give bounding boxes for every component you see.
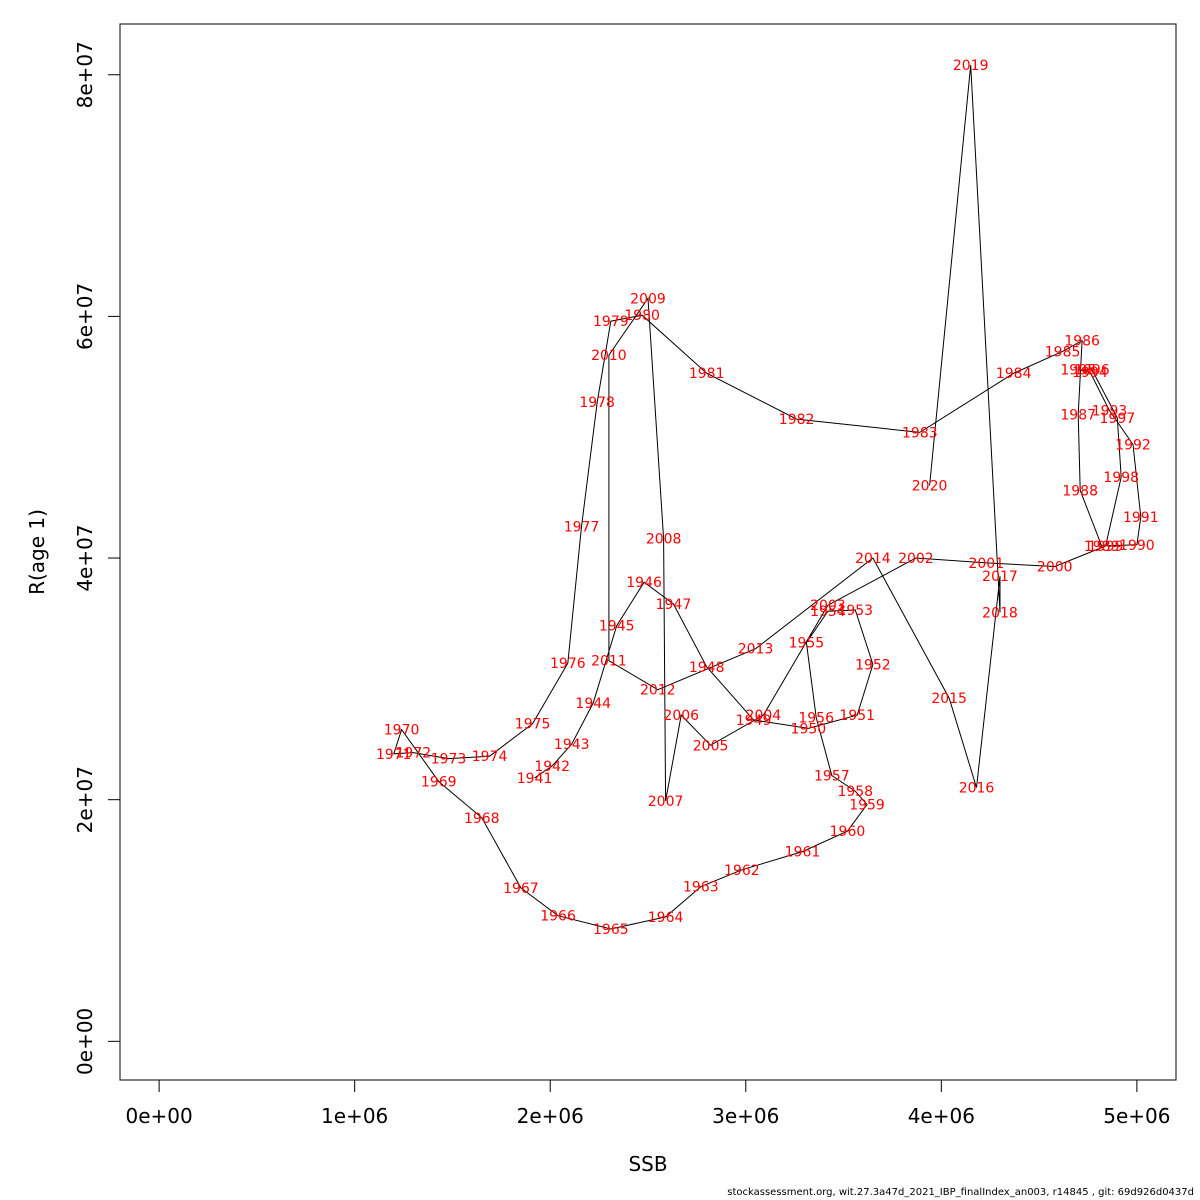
year-label-2007: 2007 [648,794,684,810]
year-label-1953: 1953 [837,603,873,619]
x-tick-label: 2e+06 [517,1104,584,1128]
year-label-1972: 1972 [396,746,432,762]
footer-source-text: stockassessment.org, wit.27.3a47d_2021_I… [727,1187,1194,1198]
year-label-1987: 1987 [1060,407,1096,423]
year-label-2000: 2000 [1037,559,1073,575]
y-axis: 0e+00 2e+07 4e+07 6e+07 8e+07 [73,41,121,1075]
year-label-2019: 2019 [953,58,989,74]
year-label-2018: 2018 [982,605,1018,621]
year-label-2013: 2013 [738,642,774,658]
year-label-1954: 1954 [810,604,846,620]
year-label-1978: 1978 [579,395,615,411]
year-label-1985: 1985 [1045,344,1081,360]
year-label-1984: 1984 [996,366,1032,382]
year-label-2008: 2008 [646,532,682,548]
year-label-1977: 1977 [564,520,600,536]
year-label-2004: 2004 [746,708,782,724]
year-label-1968: 1968 [464,811,500,827]
stock-recruitment-trajectory-line [393,65,1142,930]
year-label-1996: 1996 [1074,363,1110,379]
year-label-2011: 2011 [591,654,627,670]
x-tick-label: 5e+06 [1103,1104,1170,1128]
x-axis-title: SSB [628,1152,667,1176]
year-label-1952: 1952 [855,657,891,673]
year-label-1973: 1973 [431,752,467,768]
year-label-1959: 1959 [849,798,885,814]
y-tick-label: 8e+07 [73,41,97,108]
year-label-1970: 1970 [384,723,420,739]
year-label-1962: 1962 [724,863,760,879]
year-label-1967: 1967 [503,881,539,897]
year-label-1993: 1993 [1092,404,1128,420]
year-label-1951: 1951 [839,708,875,724]
year-label-1950: 1950 [791,721,827,737]
year-label-1974: 1974 [472,749,508,765]
year-label-1982: 1982 [779,412,815,428]
year-label-1956: 1956 [798,711,834,727]
year-label-2002: 2002 [898,551,934,567]
year-label-1966: 1966 [540,909,576,925]
x-tick-label: 0e+00 [125,1104,192,1128]
year-label-1964: 1964 [648,910,684,926]
year-label-2012: 2012 [640,683,676,699]
year-label-1981: 1981 [689,366,725,382]
year-label-1994: 1994 [1072,365,1108,381]
year-label-1942: 1942 [534,759,570,775]
year-label-1946: 1946 [626,575,662,591]
year-label-2017: 2017 [982,569,1018,585]
year-label-1997: 1997 [1100,411,1136,427]
year-label-1986: 1986 [1064,334,1100,350]
year-label-1990: 1990 [1119,538,1155,554]
year-label-1943: 1943 [554,737,590,753]
year-label-1947: 1947 [656,597,692,613]
y-tick-label: 6e+07 [73,283,97,350]
x-axis: 0e+00 1e+06 2e+06 3e+06 4e+06 5e+06 [125,1079,1171,1128]
year-label-2001: 2001 [968,556,1004,572]
year-label-1945: 1945 [599,619,635,635]
year-label-1971: 1971 [376,747,412,763]
year-label-2015: 2015 [931,691,967,707]
year-label-1941: 1941 [517,771,553,787]
year-label-1969: 1969 [421,775,457,791]
year-label-1980: 1980 [624,308,660,324]
year-label-2016: 2016 [959,781,995,797]
year-label-2010: 2010 [591,348,627,364]
year-label-1975: 1975 [515,717,551,733]
year-label-1955: 1955 [789,636,825,652]
year-label-1979: 1979 [593,314,629,330]
year-label-1988: 1988 [1062,483,1098,499]
year-label-1961: 1961 [785,845,821,861]
year-label-1958: 1958 [837,784,873,800]
year-label-1976: 1976 [550,656,586,672]
x-tick-label: 4e+06 [908,1104,975,1128]
year-label-2014: 2014 [855,551,891,567]
y-tick-label: 0e+00 [73,1008,97,1075]
y-tick-label: 4e+07 [73,524,97,591]
y-axis-title: R(age 1) [25,509,49,595]
year-label-1992: 1992 [1115,437,1151,453]
year-label-1999: 1999 [1088,539,1124,555]
year-label-1957: 1957 [814,769,850,785]
year-label-2005: 2005 [693,738,729,754]
year-label-1949: 1949 [736,713,772,729]
year-label-1989: 1989 [1084,539,1120,555]
year-label-1965: 1965 [593,922,629,938]
year-label-1983: 1983 [902,425,938,441]
x-tick-label: 1e+06 [321,1104,388,1128]
year-label-1995: 1995 [1060,363,1096,379]
year-label-1948: 1948 [689,660,725,676]
year-label-2020: 2020 [912,479,948,495]
year-label-1963: 1963 [683,880,719,896]
year-label-1960: 1960 [830,824,866,840]
year-label-1998: 1998 [1103,470,1139,486]
y-tick-label: 2e+07 [73,766,97,833]
year-label-2009: 2009 [630,291,666,307]
year-label-1991: 1991 [1123,510,1159,526]
year-label-1944: 1944 [575,696,611,712]
x-tick-label: 3e+06 [712,1104,779,1128]
year-label-2003: 2003 [810,598,846,614]
year-label-2006: 2006 [663,708,699,724]
